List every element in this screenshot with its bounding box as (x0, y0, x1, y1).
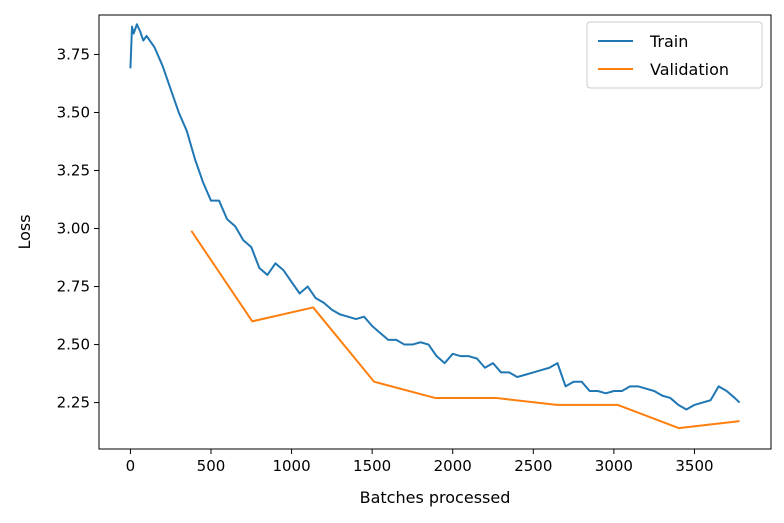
series-line-train (129, 23, 741, 411)
legend: Train Validation (586, 21, 763, 89)
y-tick-label: 2.50 (57, 336, 90, 354)
x-tick-label: 500 (197, 457, 226, 475)
y-axis-label: Loss (15, 214, 34, 249)
plot-frame (98, 14, 772, 450)
legend-label-train: Train (649, 32, 688, 51)
x-tick-label: 1000 (272, 457, 310, 475)
x-tick-label: 1500 (353, 457, 391, 475)
x-tick-label: 2500 (514, 457, 552, 475)
legend-box (586, 21, 763, 89)
x-axis-label: Batches processed (360, 488, 511, 507)
y-axis: 2.25 2.50 2.75 3.00 3.25 3.50 3.75 (57, 45, 99, 412)
series-line-validation (190, 230, 740, 430)
y-tick-label: 2.25 (57, 394, 90, 412)
x-tick-label: 2000 (434, 457, 472, 475)
y-tick-label: 3.00 (57, 220, 90, 238)
legend-label-validation: Validation (650, 60, 729, 79)
y-tick-label: 3.25 (57, 161, 90, 179)
x-axis: 0 500 1000 1500 2000 2500 3000 3500 (126, 449, 714, 475)
y-tick-label: 2.75 (57, 278, 90, 296)
y-tick-label: 3.50 (57, 103, 90, 121)
x-tick-label: 3000 (595, 457, 633, 475)
x-tick-label: 0 (126, 457, 136, 475)
x-tick-label: 3500 (675, 457, 713, 475)
y-tick-label: 3.75 (57, 45, 90, 63)
series-layer (129, 23, 741, 430)
